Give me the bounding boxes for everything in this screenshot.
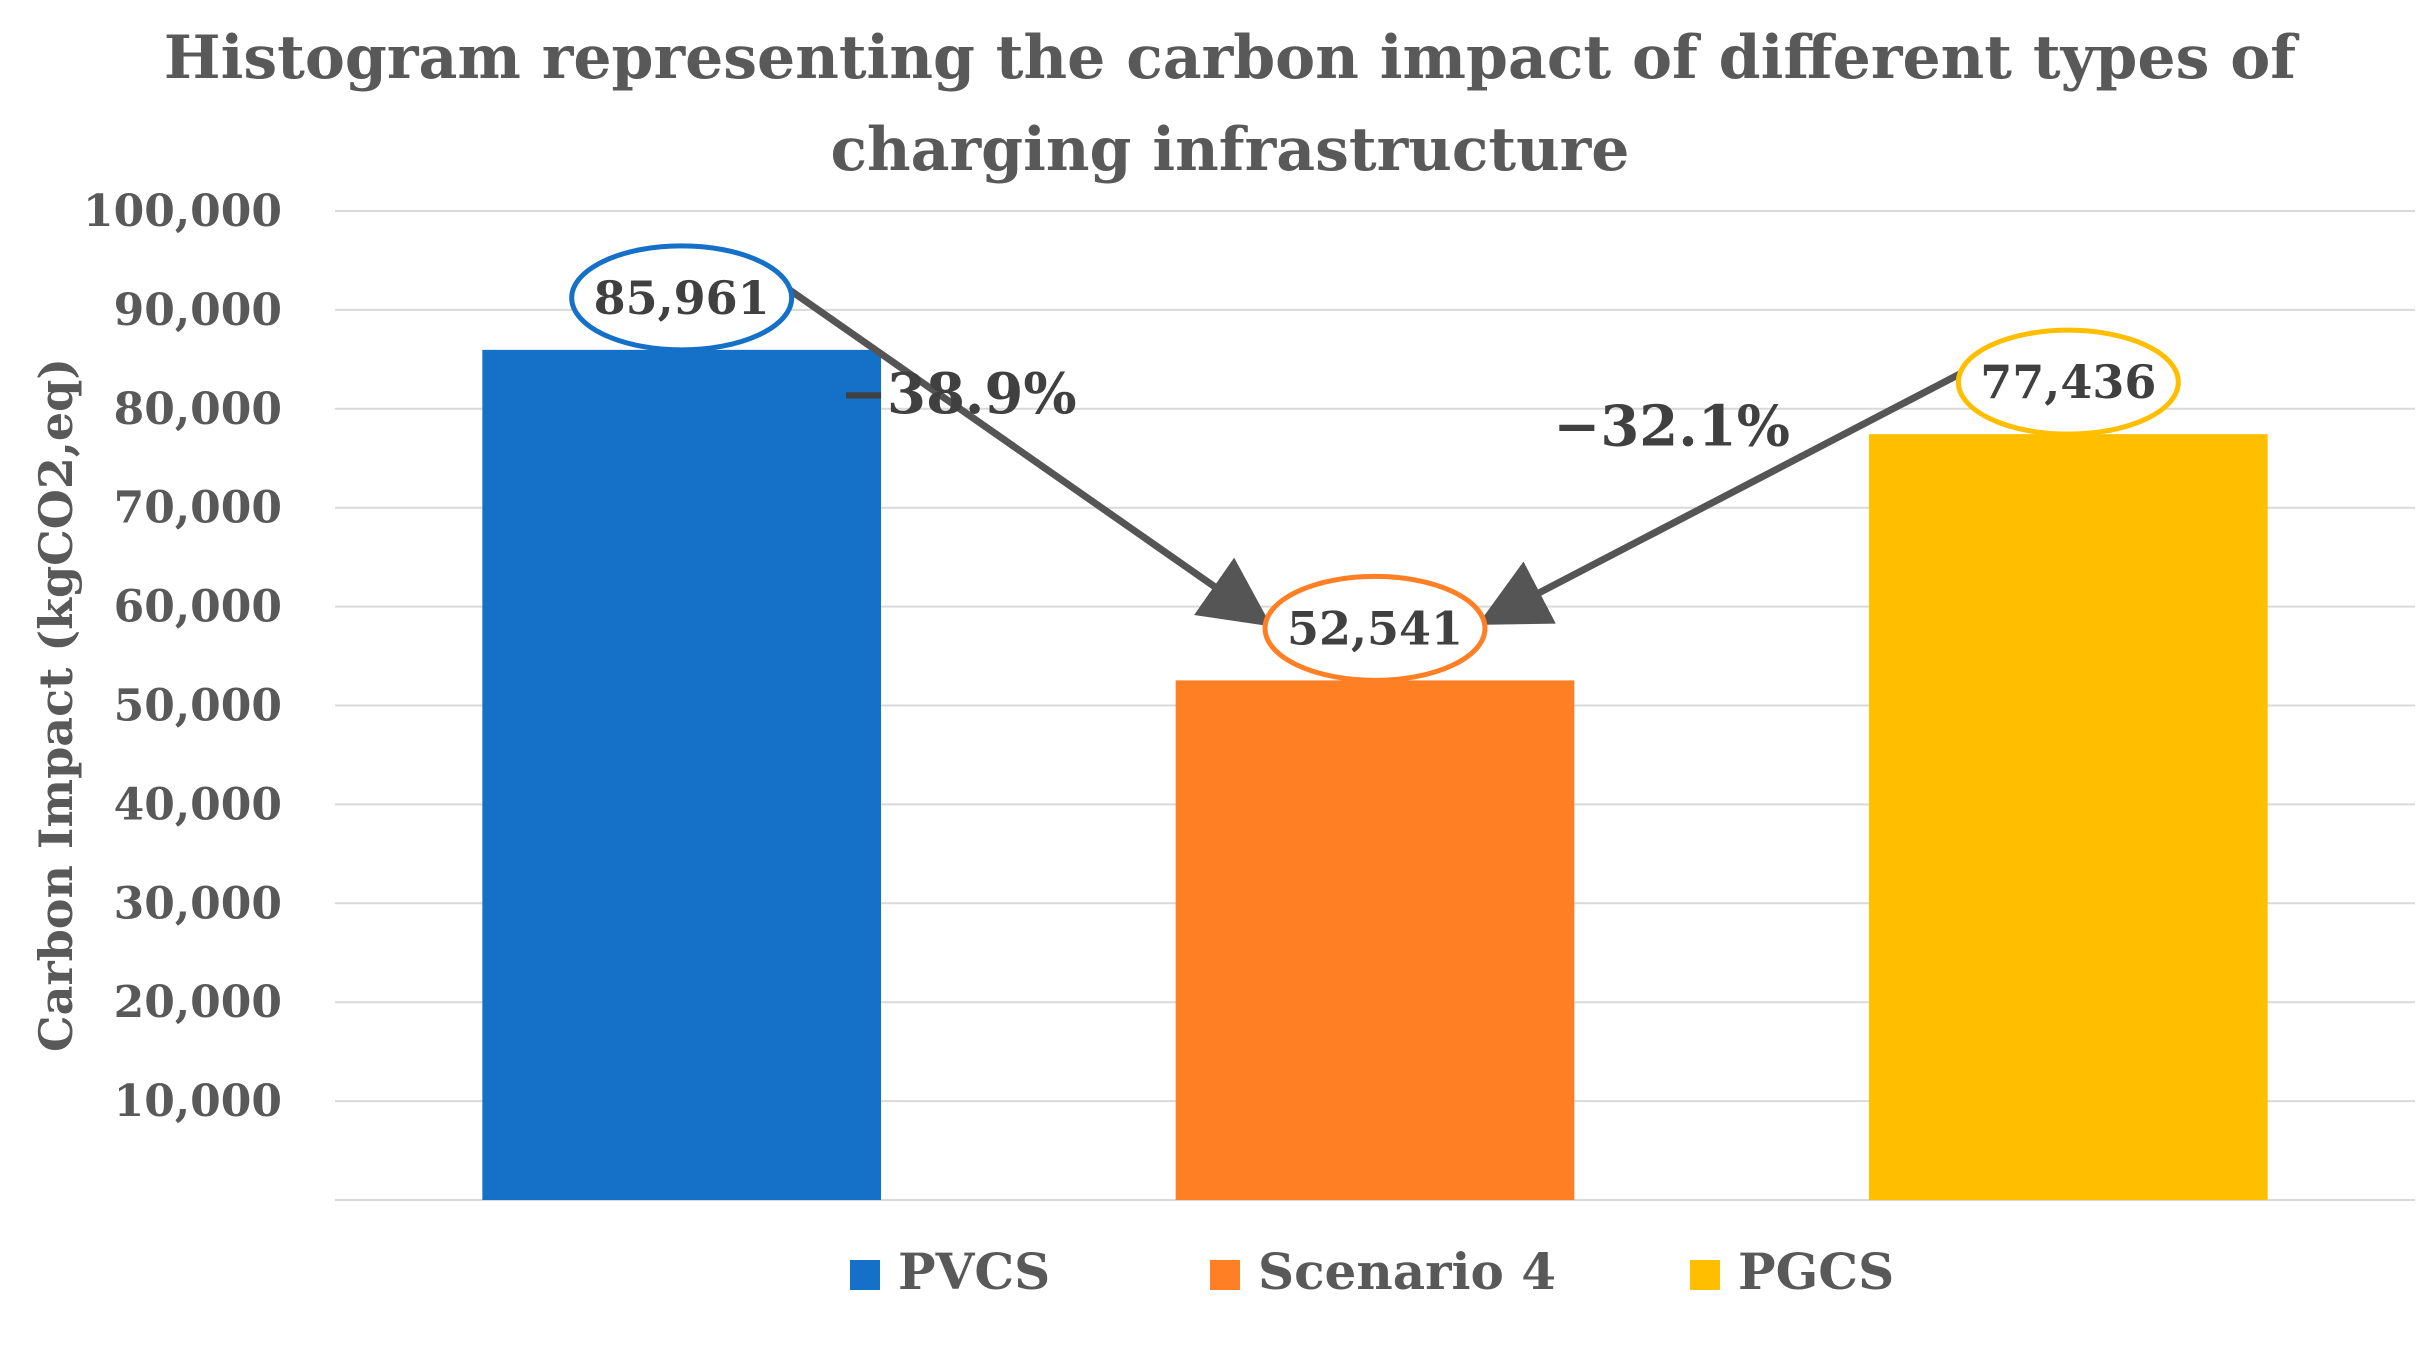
change-label-2: −32.1% (1553, 393, 1790, 459)
y-tick-label-60000: 60,000 (114, 582, 282, 633)
chart-title-line-2: charging infrastructure (831, 115, 1630, 185)
change-arrows: −38.9% −32.1% (784, 284, 1965, 627)
legend: PVCS Scenario 4 PGCS (850, 1242, 1894, 1301)
bar-scenario-4 (1175, 680, 1575, 1200)
value-label-pgcs: 77,436 (1980, 355, 2156, 409)
y-tick-label-40000: 40,000 (114, 779, 282, 830)
value-label-scenario-4: 52,541 (1287, 601, 1463, 655)
value-label-pvcs: 85,961 (594, 271, 770, 325)
y-tick-label-10000: 10,000 (114, 1076, 282, 1127)
value-label-ellipse-pgcs (1955, 327, 2181, 437)
y-tick-label-90000: 90,000 (114, 285, 282, 336)
y-tick-label-70000: 70,000 (114, 483, 282, 534)
change-arrow-2 (1477, 369, 1965, 625)
y-tick-label-80000: 80,000 (114, 384, 282, 435)
y-tick-label-20000: 20,000 (114, 977, 282, 1028)
legend-label-scenario-4: Scenario 4 (1258, 1242, 1556, 1301)
y-tick-label-30000: 30,000 (114, 878, 282, 929)
chart-title: Histogram representing the carbon impact… (164, 23, 2300, 185)
bar-pvcs (482, 349, 881, 1200)
legend-label-pgcs: PGCS (1738, 1242, 1894, 1301)
value-labels: 85,961 52,541 77,436 (569, 243, 2181, 683)
bar-pgcs (1869, 434, 2268, 1200)
y-axis-title: Carbon Impact (kgCO2,eq) (29, 358, 83, 1052)
y-tick-label-100000: 100,000 (83, 186, 282, 237)
bars (482, 349, 2268, 1200)
value-label-ellipse-pvcs (569, 243, 795, 353)
change-arrow-1 (784, 284, 1272, 627)
chart-title-line-1: Histogram representing the carbon impact… (164, 23, 2300, 93)
y-axis-ticks: 10,000 20,000 30,000 40,000 50,000 60,000 70,0… (83, 186, 282, 1127)
change-label-1: −38.9% (840, 361, 1077, 427)
legend-swatch-pvcs (850, 1260, 880, 1290)
y-tick-label-50000: 50,000 (114, 681, 282, 732)
value-label-ellipse-scenario-4 (1262, 573, 1488, 683)
legend-label-pvcs: PVCS (898, 1242, 1050, 1301)
legend-swatch-pgcs (1690, 1260, 1720, 1290)
legend-swatch-scenario-4 (1210, 1260, 1240, 1290)
